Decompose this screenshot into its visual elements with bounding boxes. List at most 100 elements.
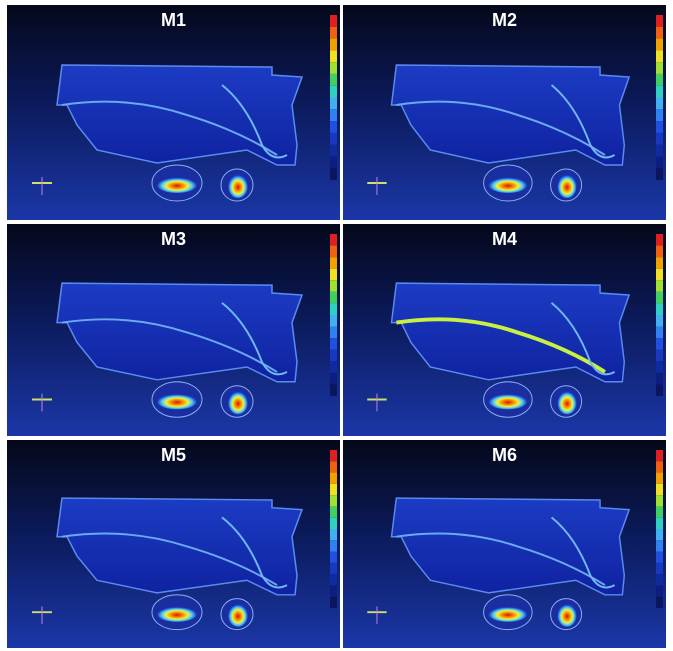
tooth-stress bbox=[488, 177, 527, 193]
tooth-stress bbox=[157, 394, 197, 410]
color-scale bbox=[656, 292, 663, 304]
color-scale bbox=[330, 315, 337, 327]
color-scale bbox=[656, 518, 663, 529]
color-scale bbox=[330, 529, 337, 540]
color-scale bbox=[330, 74, 337, 86]
color-scale bbox=[656, 327, 663, 339]
figure: M1 M2 M3 M4 M5 M6 bbox=[0, 0, 673, 651]
tooth-stress bbox=[157, 177, 197, 193]
color-scale bbox=[330, 518, 337, 529]
color-scale bbox=[656, 597, 663, 608]
color-scale bbox=[330, 50, 337, 62]
color-scale bbox=[656, 86, 663, 98]
panel: M3 bbox=[7, 224, 340, 436]
color-scale bbox=[330, 98, 337, 110]
color-scale bbox=[330, 585, 337, 596]
color-scale bbox=[656, 563, 663, 574]
color-scale bbox=[656, 338, 663, 350]
color-scale bbox=[656, 461, 663, 472]
tooth-stress bbox=[557, 391, 576, 415]
panel: M4 bbox=[343, 224, 666, 436]
panel-label: M3 bbox=[161, 229, 186, 249]
color-scale bbox=[330, 338, 337, 350]
color-scale bbox=[330, 269, 337, 281]
color-scale bbox=[656, 133, 663, 145]
color-scale bbox=[330, 361, 337, 373]
color-scale bbox=[330, 450, 337, 461]
panel-label: M2 bbox=[492, 10, 517, 30]
color-scale bbox=[656, 303, 663, 315]
color-scale bbox=[330, 484, 337, 495]
panel-label: M5 bbox=[161, 445, 186, 465]
color-scale bbox=[330, 552, 337, 563]
color-scale bbox=[330, 39, 337, 51]
color-scale bbox=[656, 50, 663, 62]
color-scale bbox=[656, 145, 663, 157]
tooth-stress bbox=[228, 603, 248, 626]
tooth-stress bbox=[488, 394, 527, 410]
panel-label: M4 bbox=[492, 229, 517, 249]
tooth-stress bbox=[488, 606, 527, 621]
color-scale bbox=[330, 327, 337, 339]
color-scale bbox=[330, 156, 337, 168]
color-scale bbox=[656, 585, 663, 596]
panel: M6 bbox=[343, 440, 666, 648]
color-scale bbox=[330, 303, 337, 315]
color-scale bbox=[330, 563, 337, 574]
color-scale bbox=[656, 74, 663, 86]
panel: M1 bbox=[7, 5, 340, 220]
color-scale bbox=[656, 246, 663, 258]
panel-label: M6 bbox=[492, 445, 517, 465]
color-scale bbox=[656, 121, 663, 133]
panel: M2 bbox=[343, 5, 666, 220]
color-scale bbox=[656, 373, 663, 385]
color-scale bbox=[656, 450, 663, 461]
color-scale bbox=[656, 552, 663, 563]
color-scale bbox=[330, 27, 337, 39]
color-scale bbox=[330, 280, 337, 292]
color-scale bbox=[330, 384, 337, 396]
color-scale bbox=[656, 257, 663, 269]
color-scale bbox=[656, 39, 663, 51]
color-scale bbox=[330, 473, 337, 484]
color-scale bbox=[656, 62, 663, 74]
color-scale bbox=[656, 168, 663, 180]
color-scale bbox=[656, 495, 663, 506]
color-scale bbox=[656, 574, 663, 585]
tooth-stress bbox=[557, 174, 576, 198]
color-scale bbox=[330, 246, 337, 258]
color-scale bbox=[656, 234, 663, 246]
color-scale bbox=[330, 62, 337, 74]
color-scale bbox=[330, 350, 337, 362]
panel: M5 bbox=[7, 440, 340, 648]
color-scale bbox=[656, 269, 663, 281]
color-scale bbox=[330, 540, 337, 551]
color-scale bbox=[656, 506, 663, 517]
color-scale bbox=[330, 461, 337, 472]
color-scale bbox=[330, 234, 337, 246]
color-scale bbox=[656, 384, 663, 396]
color-scale bbox=[656, 280, 663, 292]
color-scale bbox=[656, 98, 663, 110]
color-scale bbox=[330, 15, 337, 27]
color-scale bbox=[330, 168, 337, 180]
panel-label: M1 bbox=[161, 10, 186, 30]
color-scale bbox=[656, 315, 663, 327]
color-scale bbox=[656, 350, 663, 362]
color-scale bbox=[656, 361, 663, 373]
color-scale bbox=[330, 373, 337, 385]
tooth-stress bbox=[157, 606, 197, 621]
tooth-stress bbox=[228, 391, 248, 415]
color-scale bbox=[656, 484, 663, 495]
color-scale bbox=[330, 257, 337, 269]
color-scale bbox=[656, 540, 663, 551]
color-scale bbox=[330, 145, 337, 157]
color-scale bbox=[330, 292, 337, 304]
color-scale bbox=[330, 133, 337, 145]
tooth-stress bbox=[557, 603, 576, 626]
color-scale bbox=[330, 506, 337, 517]
color-scale bbox=[330, 109, 337, 121]
color-scale bbox=[330, 495, 337, 506]
color-scale bbox=[330, 86, 337, 98]
color-scale bbox=[330, 121, 337, 133]
